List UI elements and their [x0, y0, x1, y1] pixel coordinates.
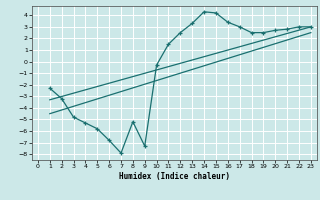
X-axis label: Humidex (Indice chaleur): Humidex (Indice chaleur): [119, 172, 230, 181]
